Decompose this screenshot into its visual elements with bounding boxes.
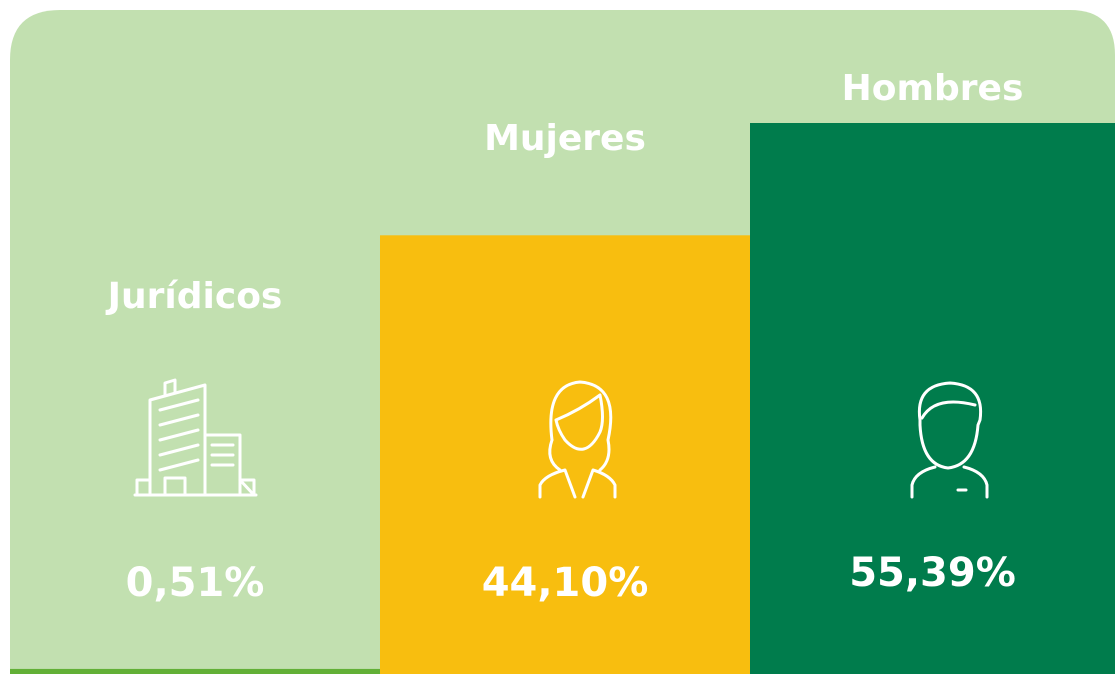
building-icon xyxy=(133,378,258,497)
value-label: 55,39% xyxy=(849,550,1016,596)
woman-icon xyxy=(538,380,617,499)
category-label: Hombres xyxy=(842,68,1024,109)
man-icon xyxy=(910,381,989,499)
bar xyxy=(750,123,1115,674)
value-label: 44,10% xyxy=(482,560,649,606)
bar xyxy=(380,235,750,674)
value-label: 0,51% xyxy=(126,560,265,606)
icons xyxy=(133,378,989,499)
bar xyxy=(10,668,380,674)
bars xyxy=(10,123,1115,674)
category-label: Mujeres xyxy=(484,118,646,159)
category-label: Jurídicos xyxy=(105,276,283,317)
